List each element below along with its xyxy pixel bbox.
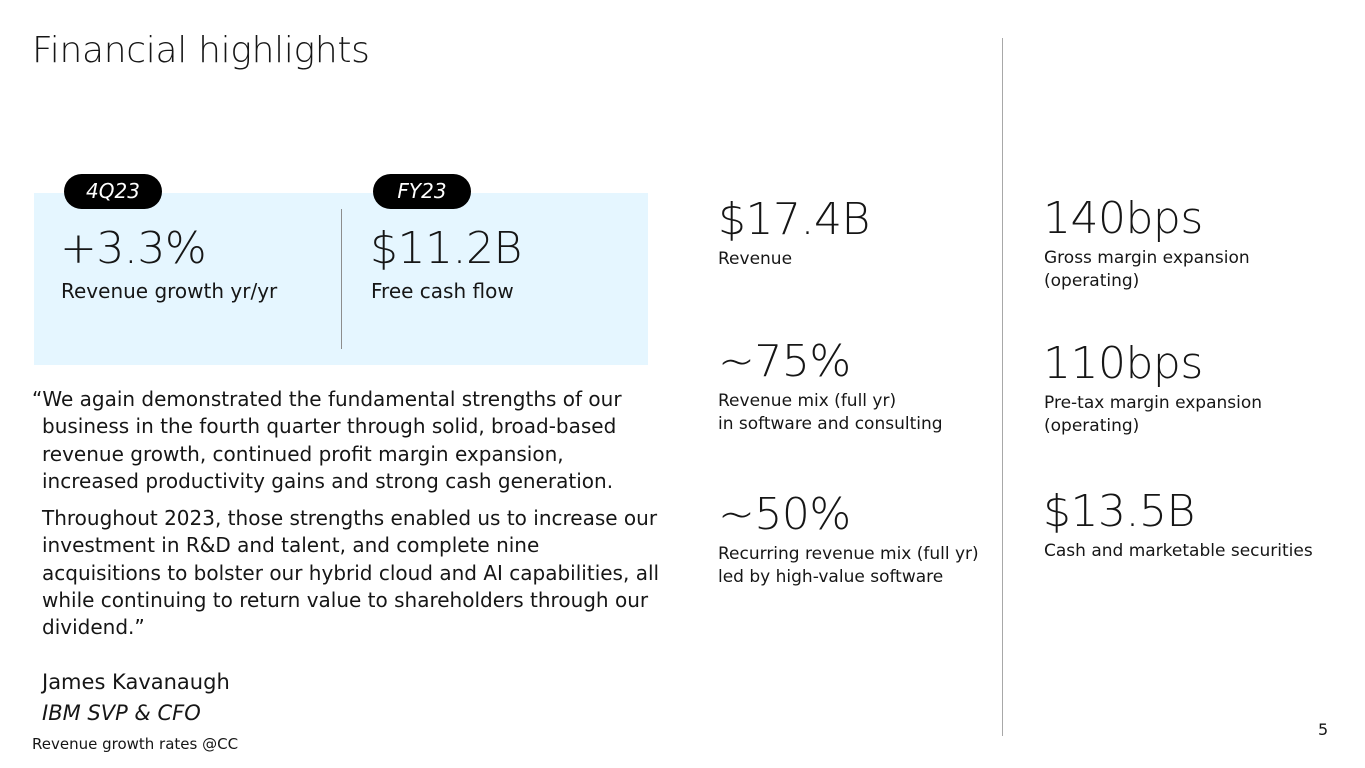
metric-recurring-mix-label: Recurring revenue mix (full yr) xyxy=(718,544,979,564)
metric-recurring-mix-sublabel: led by high-value software xyxy=(718,567,944,587)
metric-revenue-mix-value: ~75% xyxy=(718,336,851,387)
highlights-divider xyxy=(341,209,342,349)
revenue-growth-value: +3.3% xyxy=(60,223,207,274)
footnote: Revenue growth rates @CC xyxy=(32,735,239,753)
quote-author-role: IBM SVP & CFO xyxy=(42,701,201,725)
metric-revenue-value: $17.4B xyxy=(718,194,870,245)
page-number: 5 xyxy=(1318,720,1329,739)
quarter-tag: 4Q23 xyxy=(64,174,162,209)
quote-paragraph-2: Throughout 2023, those strengths enabled… xyxy=(42,506,660,640)
metric-revenue-mix-sublabel: in software and consulting xyxy=(718,414,943,434)
metric-pretax-margin-sublabel: (operating) xyxy=(1044,416,1140,436)
metric-recurring-mix-value: ~50% xyxy=(718,489,851,540)
metric-cash-label: Cash and marketable securities xyxy=(1044,541,1313,561)
metric-cash-value: $13.5B xyxy=(1043,486,1195,537)
metric-revenue-label: Revenue xyxy=(718,249,793,269)
metric-gross-margin-label: Gross margin expansion xyxy=(1044,248,1250,268)
cfo-quote: “We again demonstrated the fundamental s… xyxy=(32,386,662,642)
quote-author: James Kavanaugh xyxy=(42,670,230,694)
page-title: Financial highlights xyxy=(32,30,370,71)
metric-pretax-margin-label: Pre-tax margin expansion xyxy=(1044,393,1263,413)
column-divider xyxy=(1002,38,1003,736)
free-cash-flow-value: $11.2B xyxy=(370,223,522,274)
free-cash-flow-label: Free cash flow xyxy=(371,279,514,303)
metric-gross-margin-value: 140bps xyxy=(1043,193,1203,244)
metric-gross-margin-sublabel: (operating) xyxy=(1044,271,1140,291)
metric-revenue-mix-label: Revenue mix (full yr) xyxy=(718,391,897,411)
quote-paragraph-1: “We again demonstrated the fundamental s… xyxy=(32,387,622,493)
metric-pretax-margin-value: 110bps xyxy=(1043,338,1203,389)
fiscal-year-tag: FY23 xyxy=(373,174,471,209)
revenue-growth-label: Revenue growth yr/yr xyxy=(61,279,278,303)
